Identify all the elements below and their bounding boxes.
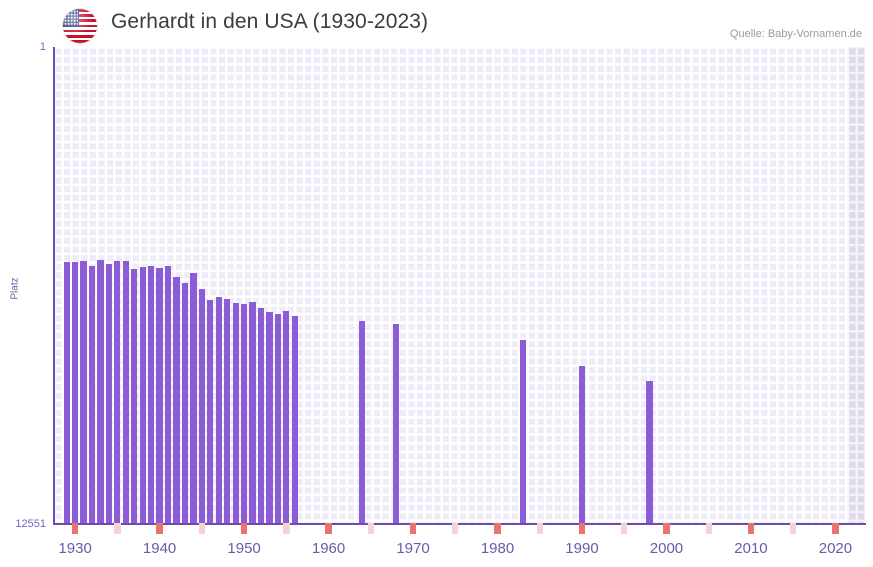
y-axis-title: Platz [9,277,21,300]
bar-1968[interactable] [393,324,400,523]
bar-1937[interactable] [131,268,138,523]
x-tick-2010 [747,523,755,534]
x-axis-label-1950: 1950 [227,540,261,557]
x-axis-label-1940: 1940 [142,540,177,557]
bar-1953[interactable] [266,312,273,523]
flag-stars [64,10,78,27]
bar-1956[interactable] [291,315,298,523]
x-axis-label-2000: 2000 [649,540,684,557]
bar-1929[interactable] [63,262,70,523]
bar-1933[interactable] [97,260,104,523]
bar-1954[interactable] [274,313,281,523]
bar-1949[interactable] [232,303,239,523]
x-tick-1990 [578,523,586,534]
x-tick-1960 [325,523,332,534]
x-axis-label-2010: 2010 [734,540,768,557]
x-axis-label-1960: 1960 [311,540,346,557]
x-axis-tick-band [54,523,865,534]
x-tick-1950 [240,523,248,534]
x-tick-1975 [452,523,459,534]
bar-1946[interactable] [207,300,214,523]
bar-1942[interactable] [173,276,180,523]
bar-1932[interactable] [88,266,96,523]
x-tick-1945 [198,523,206,534]
x-tick-2015 [789,523,797,534]
bar-1950[interactable] [240,303,248,523]
bar-1983[interactable] [519,340,526,523]
bar-1938[interactable] [139,266,146,523]
bar-1935[interactable] [114,260,121,523]
x-tick-2000 [663,523,670,534]
x-axis-label-1990: 1990 [565,540,599,557]
bar-1964[interactable] [359,320,366,523]
y-axis-line [53,47,55,523]
x-tick-1980 [494,523,501,534]
bar-1931[interactable] [80,261,87,523]
bar-1943[interactable] [181,283,189,523]
x-tick-1930 [71,523,79,534]
bar-1930[interactable] [71,262,79,523]
us-flag-icon [63,9,97,43]
x-axis-label-2020: 2020 [818,540,853,557]
bar-1936[interactable] [122,260,129,523]
bar-1941[interactable] [164,266,172,523]
x-axis-labels: 1930 1940 1950 1960 1970 1980 1990 2000 2010 2020 [0,540,873,562]
bar-1947[interactable] [215,296,222,523]
bar-1940[interactable] [156,267,163,523]
flag-canton [63,9,79,28]
x-tick-1965 [367,523,374,534]
x-tick-1955 [283,523,290,534]
bar-1944[interactable] [190,273,197,523]
bar-1939[interactable] [148,266,155,523]
bar-1934[interactable] [105,263,113,523]
y-axis-bottom-label: 12551 [15,518,46,530]
x-tick-1985 [536,523,543,534]
x-axis-label-1930: 1930 [58,540,92,557]
flag-gloss [63,9,97,43]
page-title: Gerhardt in den USA (1930-2023) [111,10,429,33]
bar-1955[interactable] [283,310,290,523]
x-tick-1935 [114,523,121,534]
bar-1952[interactable] [257,307,265,523]
x-tick-2020 [832,523,839,534]
x-tick-1970 [409,523,417,534]
x-tick-2005 [705,523,712,534]
bar-1948[interactable] [224,299,231,523]
flag-stripes [63,9,97,43]
source-attribution: Quelle: Baby-Vornamen.de [729,28,862,40]
x-axis-label-1980: 1980 [480,540,515,557]
bar-series [54,47,865,523]
bar-1990[interactable] [578,365,586,523]
bar-1951[interactable] [249,301,256,523]
y-axis-top-label: 1 [39,41,46,53]
bar-1998[interactable] [646,380,653,523]
plot-grid-background [54,47,865,523]
bar-1945[interactable] [198,289,205,523]
x-tick-1940 [156,523,163,534]
chart-plot-area [53,47,866,525]
x-axis-label-1970: 1970 [396,540,430,557]
x-tick-1995 [621,523,628,534]
chart-header: Gerhardt in den USA (1930-2023) Quelle: … [0,0,873,46]
plot-future-shading [848,47,865,523]
x-axis-line [53,523,866,525]
